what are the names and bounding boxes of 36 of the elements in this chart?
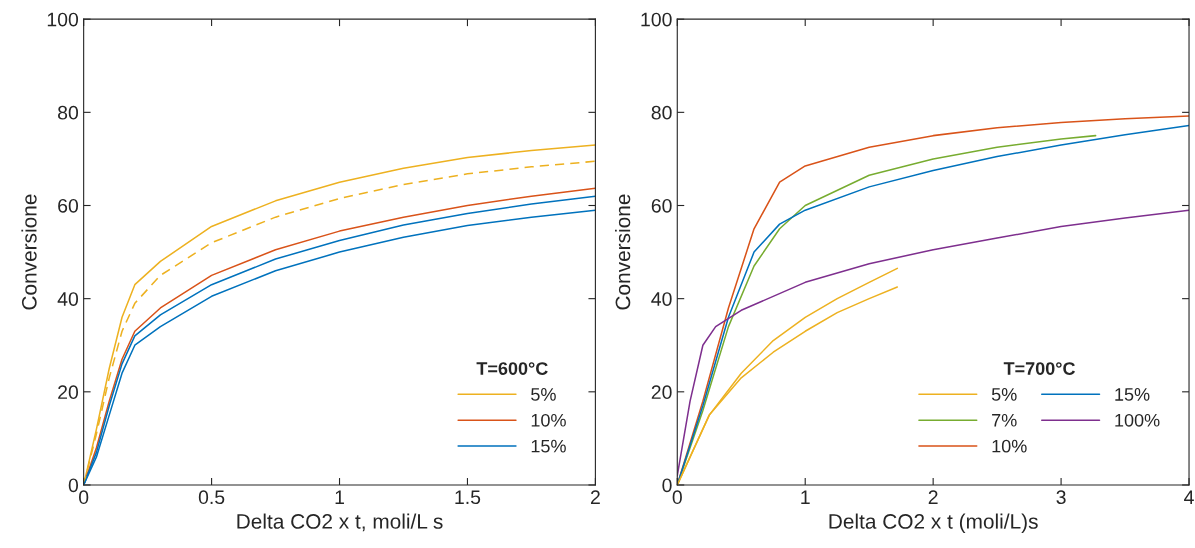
y-tick-label: 40	[57, 292, 79, 306]
x-tick-label: 1	[335, 490, 344, 504]
x-axis-title: Delta CO2 x t, moli/L s	[237, 513, 443, 532]
x-tick-label: 1.5	[455, 490, 481, 505]
legend-label: 7%	[992, 413, 1017, 427]
legend-label: 10%	[992, 439, 1027, 453]
y-tick-label: 100	[641, 12, 672, 27]
legend-title: T=700°C	[1003, 362, 1076, 375]
legend-label: 5%	[991, 388, 1017, 401]
y-tick-label: 60	[58, 198, 79, 213]
x-tick-label: 0	[79, 490, 89, 505]
x-tick-label: 1	[801, 490, 810, 504]
y-tick-label: 40	[651, 292, 672, 306]
y-tick-label: 80	[58, 105, 79, 120]
legend-label: 100%	[1115, 413, 1160, 427]
x-tick-label: 2	[928, 490, 938, 504]
y-tick-label: 0	[68, 478, 79, 493]
x-tick-label: 2	[590, 490, 600, 504]
legend-title: T=600°C	[476, 362, 548, 375]
legend-label: 15%	[1115, 388, 1150, 401]
y-tick-label: 20	[58, 385, 79, 400]
y-tick-label: 20	[651, 385, 672, 400]
x-tick-label: 0	[672, 490, 682, 505]
legend-label: 10%	[531, 413, 566, 427]
y-tick-label: 80	[651, 105, 672, 120]
x-tick-label: 0.5	[198, 490, 225, 505]
legend-label: 15%	[531, 439, 566, 453]
y-tick-label: 60	[651, 198, 672, 213]
y-axis-title: Conversione	[21, 194, 37, 310]
y-tick-label: 0	[662, 478, 672, 493]
legend-label: 5%	[531, 388, 556, 401]
x-tick-label: 3	[1056, 490, 1066, 505]
x-axis-title: Delta CO2 x t (moli/L)s	[829, 513, 1038, 533]
y-axis-title: Conversione	[615, 194, 631, 310]
x-tick-label: 4	[1184, 490, 1194, 504]
y-tick-label: 100	[47, 12, 79, 27]
